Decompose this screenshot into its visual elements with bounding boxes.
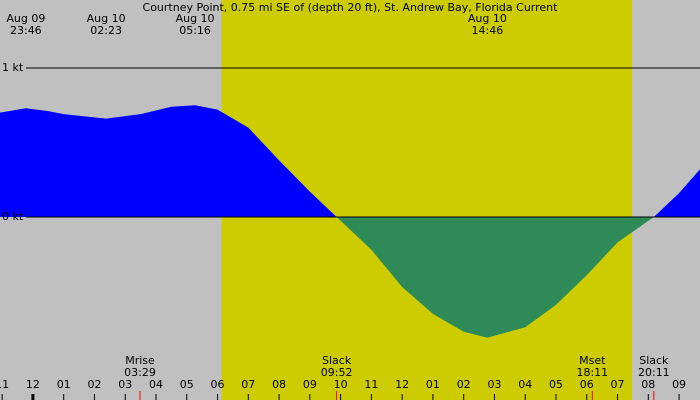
event-name: Slack — [639, 354, 669, 367]
x-tick-label: 09 — [672, 378, 686, 391]
event-time: 05:16 — [179, 24, 211, 37]
event-time: 14:46 — [472, 24, 504, 37]
event-time: 02:23 — [90, 24, 122, 37]
y-tick-label: 0 kt — [2, 210, 24, 223]
event-date: Aug 10 — [87, 12, 126, 25]
x-tick-label: 12 — [395, 378, 409, 391]
x-tick-label: 06 — [211, 378, 225, 391]
event-time: 03:29 — [124, 366, 156, 379]
event-date: Aug 09 — [6, 12, 45, 25]
event-name: Slack — [322, 354, 352, 367]
x-tick-label: 01 — [426, 378, 440, 391]
x-tick-label: 08 — [272, 378, 286, 391]
event-name: Mset — [579, 354, 606, 367]
event-time: 09:52 — [321, 366, 353, 379]
y-tick-label: 1 kt — [2, 61, 24, 74]
x-tick-label: 02 — [87, 378, 101, 391]
event-time: 18:11 — [576, 366, 608, 379]
x-tick-label: 12 — [26, 378, 40, 391]
x-tick-label: 05 — [549, 378, 563, 391]
x-tick-label: 05 — [180, 378, 194, 391]
x-tick-label: 10 — [334, 378, 348, 391]
flood-area — [0, 105, 337, 217]
x-tick-label: 07 — [241, 378, 255, 391]
event-date: Aug 10 — [468, 12, 507, 25]
x-tick-label: 09 — [303, 378, 317, 391]
event-date: Aug 10 — [176, 12, 215, 25]
chart-title: Courtney Point, 0.75 mi SE of (depth 20 … — [143, 1, 559, 14]
x-tick-label: 04 — [149, 378, 163, 391]
event-time: 23:46 — [10, 24, 42, 37]
x-tick-label: 04 — [518, 378, 532, 391]
flood-area — [653, 169, 700, 217]
event-name: Mrise — [125, 354, 155, 367]
event-time: 20:11 — [638, 366, 670, 379]
x-tick-label: 08 — [641, 378, 655, 391]
x-tick-label: 03 — [487, 378, 501, 391]
x-tick-label: 11 — [0, 378, 9, 391]
x-tick-label: 01 — [57, 378, 71, 391]
x-tick-label: 02 — [457, 378, 471, 391]
x-tick-label: 11 — [364, 378, 378, 391]
x-tick-label: 03 — [118, 378, 132, 391]
x-tick-label: 06 — [580, 378, 594, 391]
x-tick-label: 07 — [611, 378, 625, 391]
ebb-area — [336, 216, 654, 338]
